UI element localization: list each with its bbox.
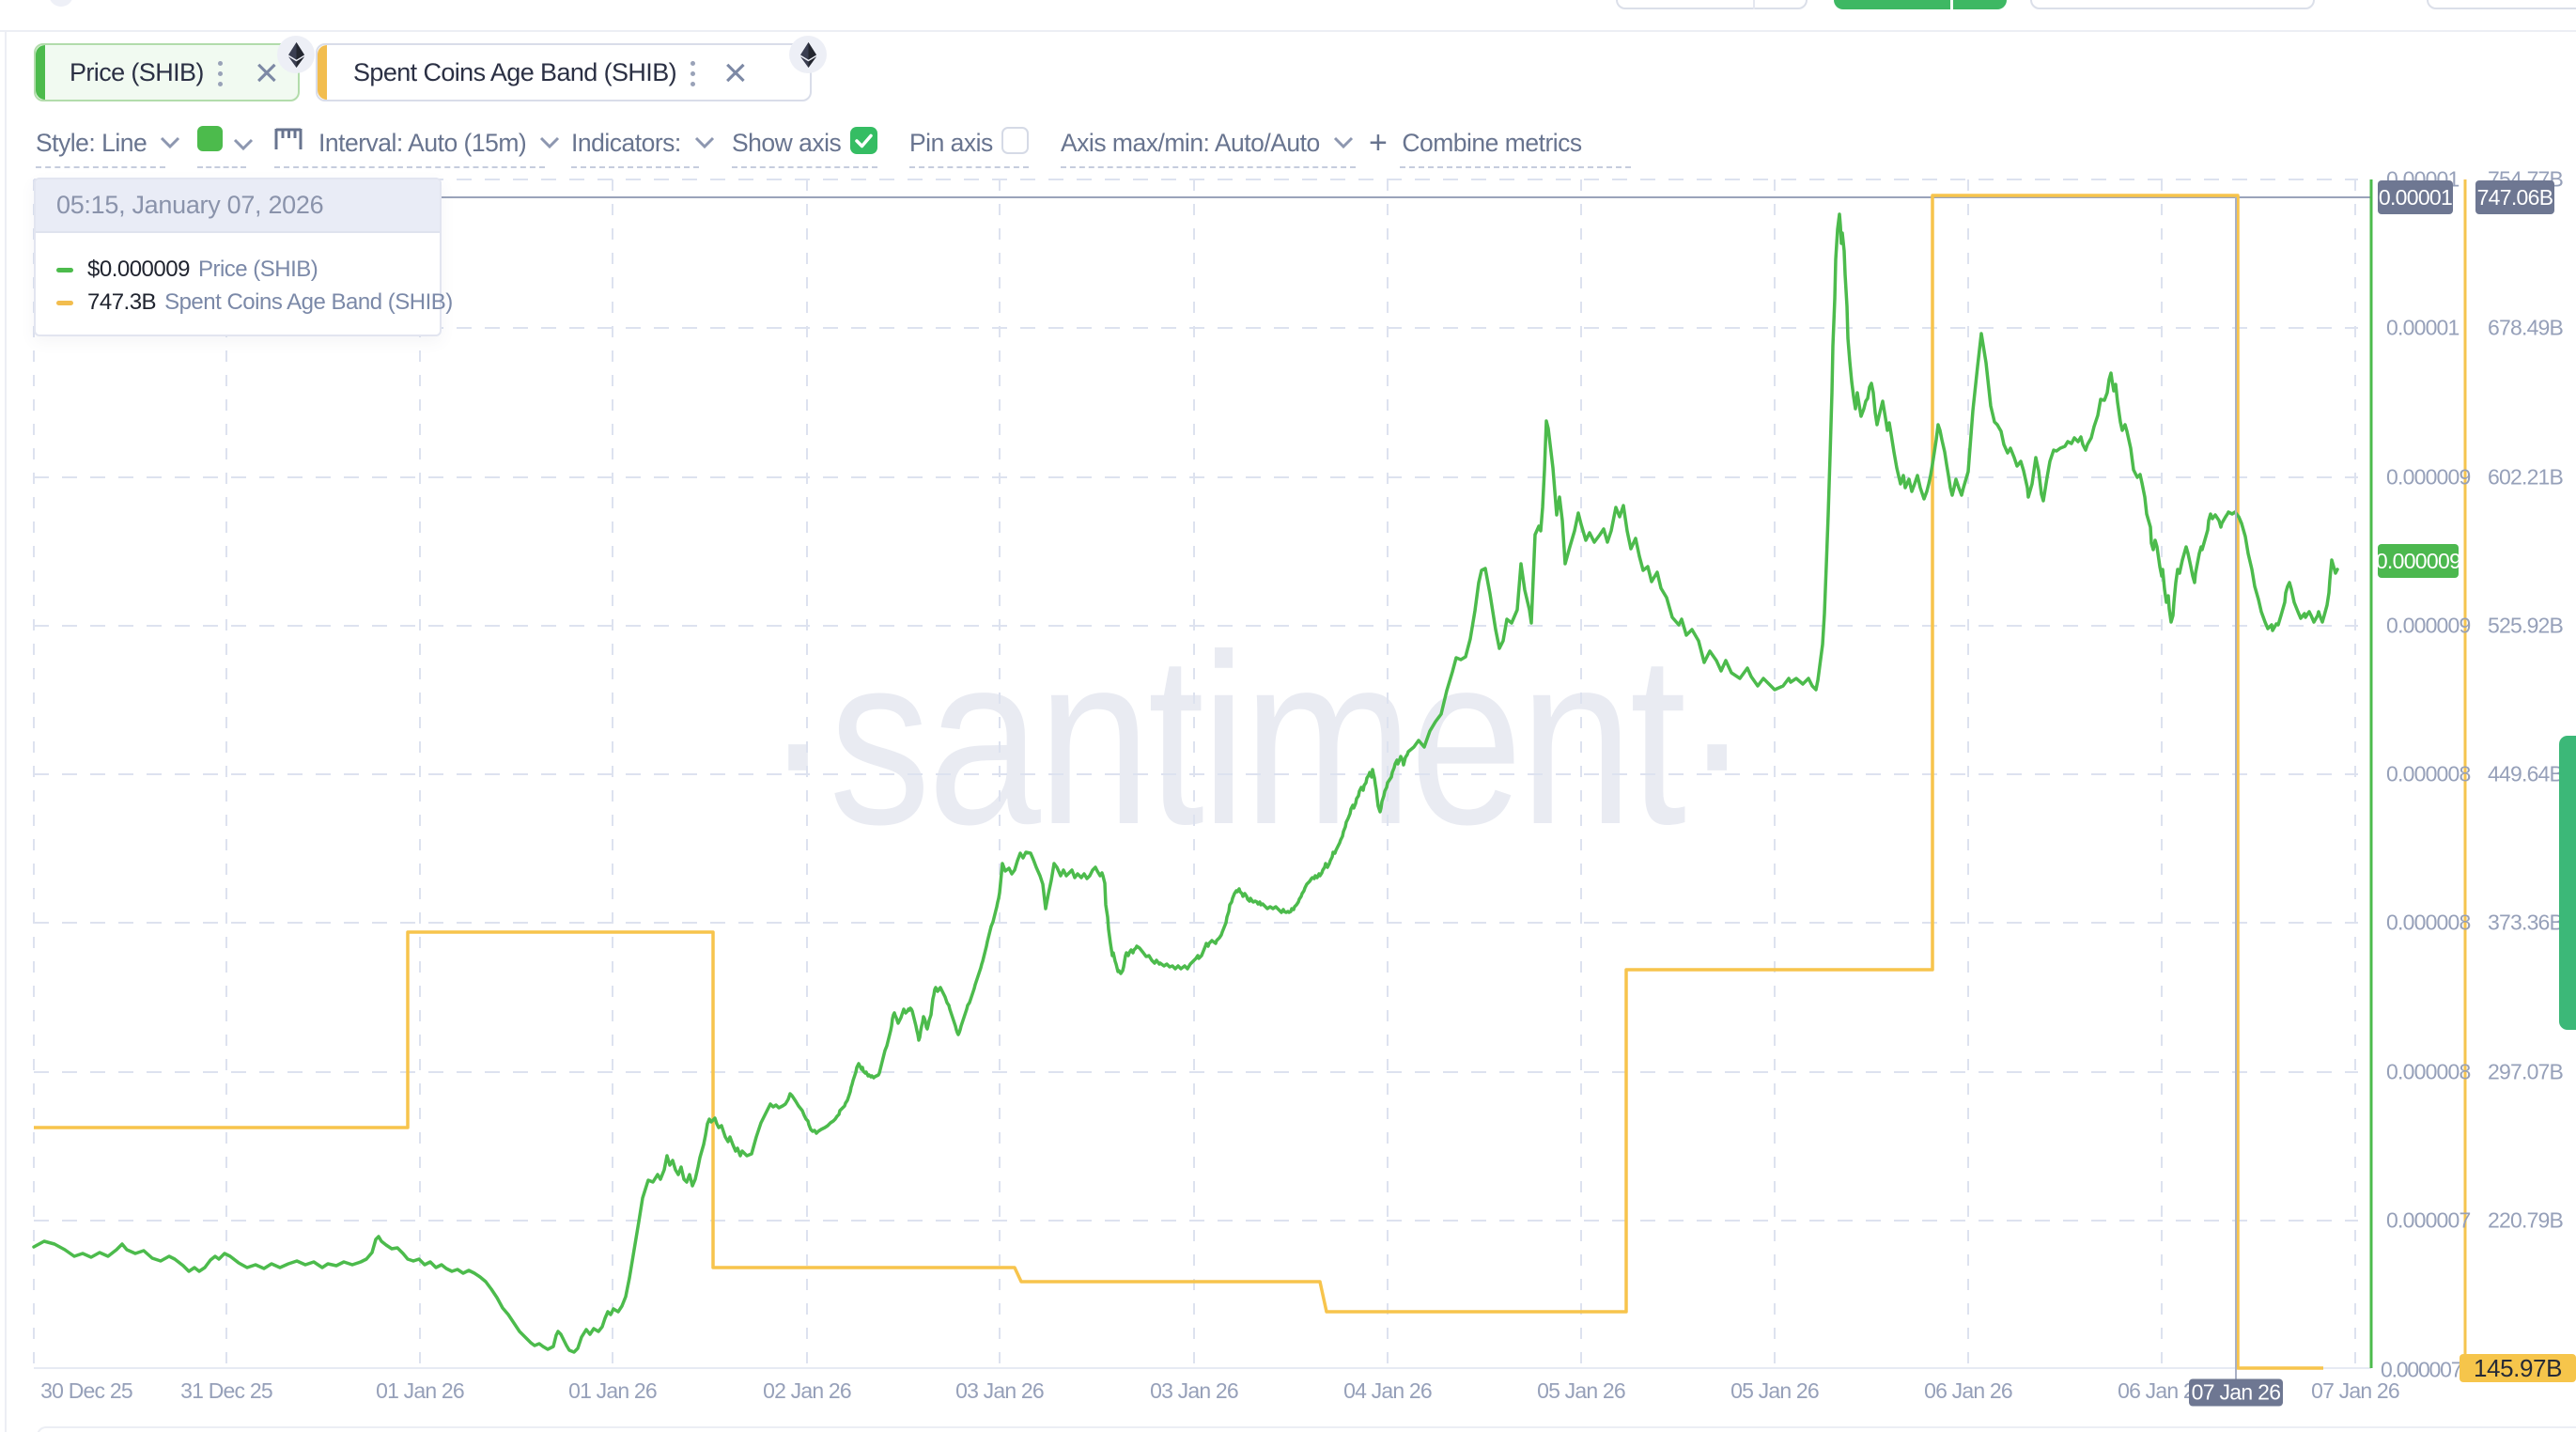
svg-text:·santiment·: ·santiment· <box>765 604 1748 875</box>
